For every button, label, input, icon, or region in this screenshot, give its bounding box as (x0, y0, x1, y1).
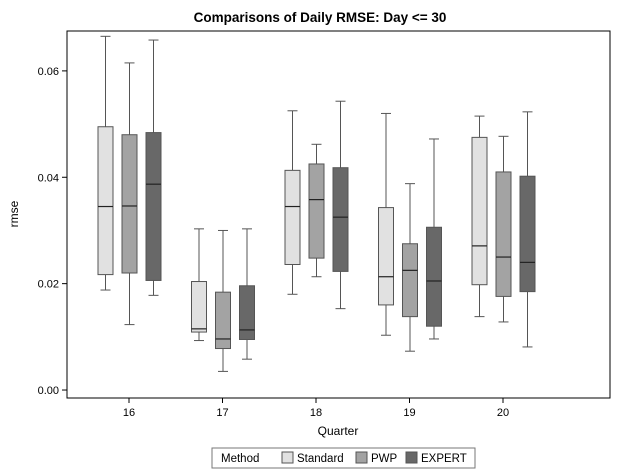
iqr-box (284, 169, 301, 265)
legend-swatch (281, 451, 294, 464)
legend-label: PWP (371, 453, 398, 465)
iqr-box (471, 136, 488, 286)
legend-swatch (405, 451, 418, 464)
legend-title: Method (221, 453, 259, 465)
iqr-box (145, 132, 162, 281)
box-standard-q19 (378, 112, 394, 336)
iqr-box (378, 207, 394, 306)
legend: Method Standard PWP EXPERT (211, 447, 476, 469)
box-standard-q16 (97, 35, 114, 291)
legend-entry-standard: Standard (281, 451, 344, 465)
box-pwp-q19 (402, 183, 418, 352)
box-expert-q20 (519, 111, 536, 348)
legend-border (211, 447, 476, 469)
legend-label: Standard (297, 453, 344, 465)
box-pwp-q16 (121, 62, 138, 326)
legend-label: EXPERT (421, 453, 467, 465)
box-pwp-q18 (308, 143, 325, 278)
x-tick-label: 17 (216, 407, 228, 419)
chart-title: Comparisons of Daily RMSE: Day <= 30 (194, 10, 447, 25)
iqr-box (191, 281, 207, 333)
box-expert-q18 (332, 100, 349, 310)
iqr-box (121, 134, 138, 274)
y-tick-label: 0.00 (38, 385, 59, 397)
iqr-box (97, 126, 114, 276)
x-tick-label: 16 (123, 407, 135, 419)
box-pwp-q20 (495, 135, 512, 323)
x-tick-label: 20 (497, 407, 509, 419)
box-standard-q18 (284, 110, 301, 295)
legend-swatch (355, 451, 368, 464)
box-standard-q20 (471, 115, 488, 318)
iqr-box (239, 285, 255, 340)
x-axis-label: Quarter (318, 424, 359, 438)
iqr-box (426, 226, 442, 327)
iqr-box (308, 163, 325, 259)
box-expert-q16 (145, 39, 162, 296)
y-tick-label: 0.04 (38, 172, 59, 184)
box-pwp-q17 (215, 229, 231, 372)
y-tick-label: 0.02 (38, 279, 59, 291)
iqr-box (332, 167, 349, 272)
iqr-box (402, 243, 418, 318)
box-standard-q17 (191, 228, 207, 342)
legend-entry-pwp: PWP (355, 451, 398, 465)
x-tick-label: 18 (310, 407, 322, 419)
box-expert-q17 (239, 228, 255, 360)
y-tick-label: 0.06 (38, 66, 59, 78)
legend-entry-expert: EXPERT (405, 451, 467, 465)
x-tick-label: 19 (403, 407, 415, 419)
iqr-box (215, 291, 231, 350)
y-axis: 0.00 0.02 0.04 0.06 (38, 66, 67, 397)
y-axis-label: rmse (7, 200, 21, 227)
x-axis: 16 17 18 19 20 (123, 398, 509, 419)
box-expert-q19 (426, 138, 442, 340)
box-groups (97, 35, 536, 372)
iqr-box (495, 171, 512, 297)
plot-frame (66, 30, 611, 399)
iqr-box (519, 175, 536, 293)
